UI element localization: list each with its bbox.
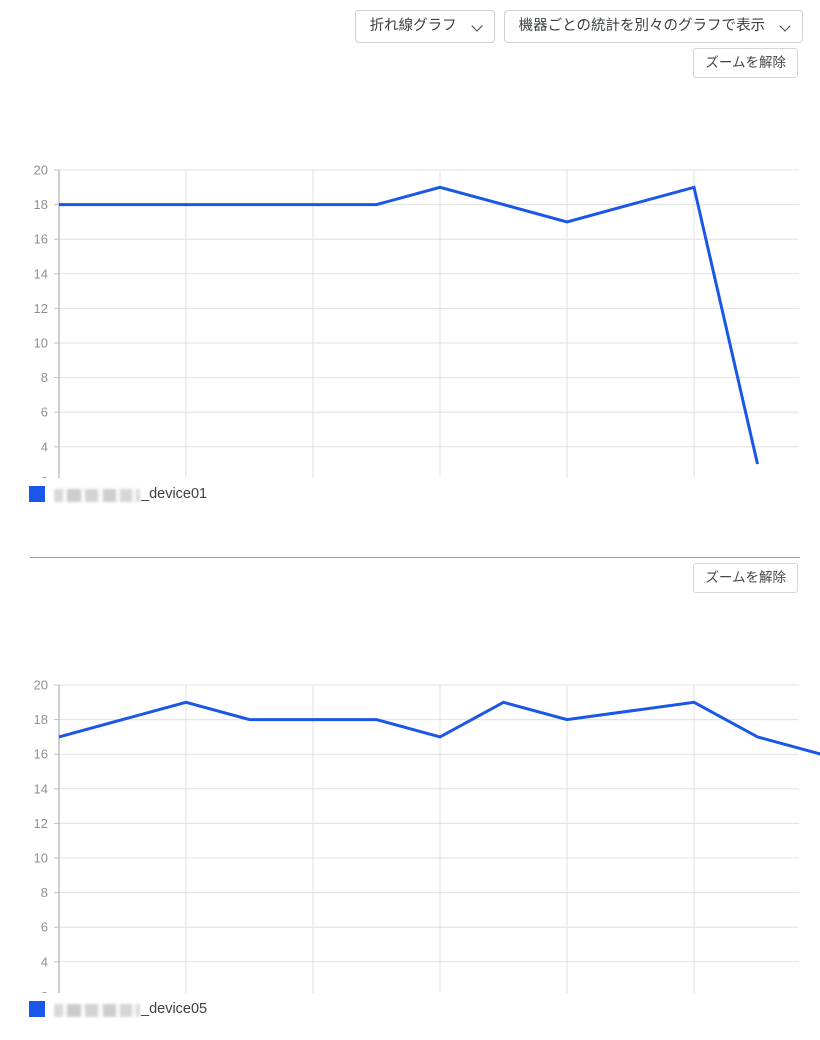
legend-item-device01[interactable]: _device01 xyxy=(54,486,207,502)
zoom-reset-row: ズームを解除 xyxy=(0,48,820,78)
svg-text:10: 10 xyxy=(34,336,48,351)
grouping-select-value: 機器ごとの統計を別々のグラフで表示 xyxy=(518,17,765,34)
chart-options-toolbar: 折れ線グラフ 機器ごとの統計を別々のグラフで表示 xyxy=(0,9,820,43)
svg-text:4: 4 xyxy=(41,954,48,969)
chart-legend: _device01 xyxy=(0,481,820,507)
svg-text:8: 8 xyxy=(41,885,48,900)
chart-panel-device01: ズームを解除 0246810121416182011/1210:38:1511/… xyxy=(0,48,820,507)
redacted-text-block xyxy=(54,488,140,502)
chart-canvas: 0246810121416182011/1210:38:1511/1210:48… xyxy=(34,678,820,993)
line-chart-device05[interactable]: 0246810121416182011/1210:38:1511/1210:48… xyxy=(0,593,820,993)
svg-text:16: 16 xyxy=(34,232,48,247)
svg-text:16: 16 xyxy=(34,747,48,762)
zoom-reset-row: ズームを解除 xyxy=(0,563,820,593)
legend-color-swatch[interactable] xyxy=(29,1001,45,1017)
panel-divider xyxy=(30,557,800,558)
svg-text:2: 2 xyxy=(41,474,48,478)
svg-text:10: 10 xyxy=(34,851,48,866)
svg-text:12: 12 xyxy=(34,816,48,831)
legend-label-text: _device01 xyxy=(141,486,208,502)
legend-color-swatch[interactable] xyxy=(29,486,45,502)
legend-label-text: _device05 xyxy=(141,1001,208,1017)
svg-text:2: 2 xyxy=(41,989,48,993)
svg-text:8: 8 xyxy=(41,370,48,385)
svg-text:6: 6 xyxy=(41,405,48,420)
chart-legend: _device05 xyxy=(0,996,820,1022)
svg-text:18: 18 xyxy=(34,197,48,212)
chart-type-select[interactable]: 折れ線グラフ xyxy=(354,9,495,43)
svg-text:20: 20 xyxy=(34,678,48,693)
chart-canvas: 0246810121416182011/1210:38:1511/1210:48… xyxy=(34,163,799,478)
chevron-down-icon xyxy=(473,21,484,32)
zoom-reset-button[interactable]: ズームを解除 xyxy=(693,48,798,78)
redacted-text-block xyxy=(54,1003,140,1017)
grouping-select[interactable]: 機器ごとの統計を別々のグラフで表示 xyxy=(503,9,803,43)
legend-item-device05[interactable]: _device05 xyxy=(54,1001,207,1017)
svg-text:6: 6 xyxy=(41,920,48,935)
svg-text:14: 14 xyxy=(34,266,48,281)
chart-type-select-value: 折れ線グラフ xyxy=(369,17,457,34)
svg-text:20: 20 xyxy=(34,163,48,178)
line-chart-device01[interactable]: 0246810121416182011/1210:38:1511/1210:48… xyxy=(0,78,820,478)
chart-panel-device05: ズームを解除 0246810121416182011/1210:38:1511/… xyxy=(0,563,820,1022)
svg-text:14: 14 xyxy=(34,781,48,796)
svg-text:4: 4 xyxy=(41,439,48,454)
chevron-down-icon xyxy=(781,21,792,32)
zoom-reset-button[interactable]: ズームを解除 xyxy=(693,563,798,593)
svg-text:12: 12 xyxy=(34,301,48,316)
svg-text:18: 18 xyxy=(34,712,48,727)
